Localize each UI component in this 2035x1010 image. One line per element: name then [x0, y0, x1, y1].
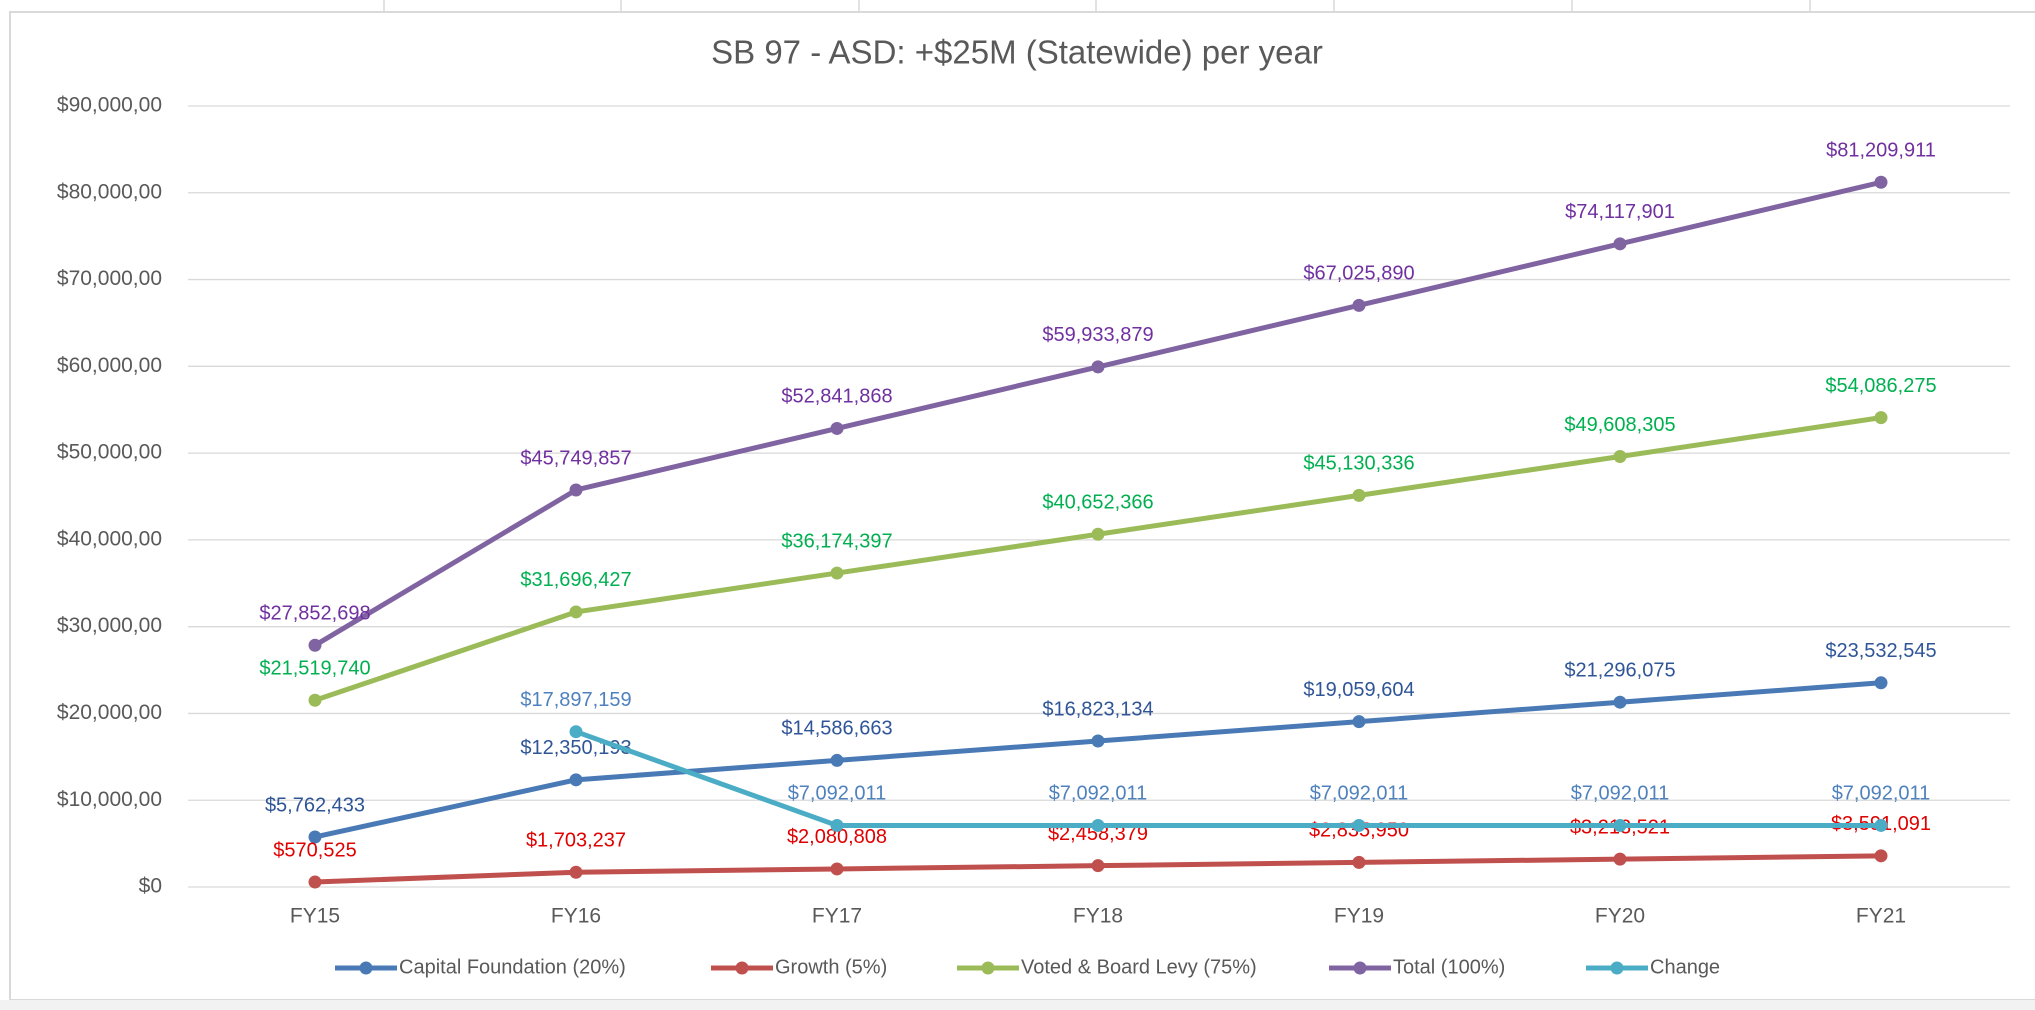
data-point: [308, 693, 322, 707]
data-point: [308, 830, 322, 844]
data-point: [1352, 715, 1366, 729]
legend-marker: [735, 961, 749, 975]
data-label: $27,852,698: [259, 603, 370, 625]
data-label: $1,703,237: [526, 830, 626, 852]
legend-label: Growth (5%): [775, 956, 887, 978]
data-label: $45,749,857: [520, 447, 631, 469]
data-point: [1613, 237, 1627, 251]
data-label: $31,696,427: [520, 569, 631, 591]
y-tick-label: $40,000,00: [57, 527, 162, 550]
data-label: $2,080,808: [787, 826, 887, 848]
data-point: [569, 773, 583, 787]
data-label: $59,933,879: [1042, 324, 1153, 346]
x-tick-label: FY21: [1856, 905, 1906, 928]
y-tick-label: $70,000,00: [57, 267, 162, 290]
data-label: $5,762,433: [265, 794, 365, 816]
data-point: [1613, 818, 1627, 832]
data-point: [1091, 734, 1105, 748]
data-point: [1874, 676, 1888, 690]
data-label: $14,586,663: [781, 718, 892, 740]
x-tick-label: FY19: [1334, 905, 1384, 928]
y-tick-label: $30,000,00: [57, 614, 162, 637]
legend-label: Voted & Board Levy (75%): [1021, 956, 1257, 978]
legend-label: Change: [1650, 956, 1720, 978]
data-label: $7,092,011: [1571, 783, 1670, 805]
data-label: $67,025,890: [1303, 263, 1414, 285]
data-label: $54,086,275: [1825, 375, 1936, 397]
legend-marker: [359, 961, 373, 975]
data-point: [1091, 360, 1105, 374]
data-point: [569, 605, 583, 619]
data-point: [1874, 411, 1888, 425]
data-label: $45,130,336: [1303, 453, 1414, 475]
data-point: [1613, 695, 1627, 709]
data-label: $17,897,159: [520, 689, 631, 711]
data-point: [830, 566, 844, 580]
data-label: $16,823,134: [1042, 698, 1153, 720]
data-point: [308, 638, 322, 652]
x-tick-label: FY20: [1595, 905, 1645, 928]
data-point: [1352, 488, 1366, 502]
legend-label: Capital Foundation (20%): [399, 956, 626, 978]
data-label: $7,092,011: [1310, 783, 1409, 805]
data-label: $19,059,604: [1303, 679, 1414, 701]
data-point: [830, 753, 844, 767]
data-point: [1091, 527, 1105, 541]
data-label: $74,117,901: [1565, 201, 1675, 223]
x-tick-label: FY18: [1073, 905, 1123, 928]
data-label: $7,092,011: [788, 783, 887, 805]
legend-label: Total (100%): [1393, 956, 1505, 978]
data-point: [569, 725, 583, 739]
data-label: $570,525: [273, 839, 356, 861]
data-point: [1613, 450, 1627, 464]
y-tick-label: $20,000,00: [57, 701, 162, 724]
data-point: [569, 483, 583, 497]
data-point: [830, 818, 844, 832]
y-tick-label: $80,000,00: [57, 180, 162, 203]
data-label: $81,209,911: [1826, 140, 1936, 162]
data-label: $2,458,379: [1048, 823, 1148, 845]
data-point: [1352, 298, 1366, 312]
y-tick-label: $60,000,00: [57, 354, 162, 377]
data-point: [1613, 852, 1627, 866]
data-point: [1352, 855, 1366, 869]
data-point: [1874, 818, 1888, 832]
data-point: [308, 875, 322, 889]
data-label: $52,841,868: [781, 386, 892, 408]
data-point: [830, 421, 844, 435]
data-point: [1091, 818, 1105, 832]
y-tick-label: $90,000,00: [57, 94, 162, 117]
data-point: [569, 865, 583, 879]
y-tick-label: $50,000,00: [57, 441, 162, 464]
data-point: [1352, 818, 1366, 832]
legend-marker: [1610, 961, 1624, 975]
x-tick-label: FY17: [812, 905, 862, 928]
data-point: [830, 862, 844, 876]
data-label: $21,296,075: [1564, 659, 1675, 681]
data-label: $36,174,397: [781, 530, 892, 552]
y-tick-label: $0: [139, 875, 162, 898]
x-tick-label: FY15: [290, 905, 340, 928]
sheet-strip: [0, 1000, 2035, 1010]
data-point: [1091, 859, 1105, 873]
data-label: $49,608,305: [1564, 414, 1675, 436]
data-label: $23,532,545: [1825, 640, 1936, 662]
data-point: [1874, 175, 1888, 189]
legend-marker: [1353, 961, 1367, 975]
series-line: [575, 729, 1881, 828]
data-label: $7,092,011: [1832, 783, 1931, 805]
data-point: [1874, 849, 1888, 863]
sheet-cells: [383, 0, 1811, 12]
chart-title: SB 97 - ASD: +$25M (Statewide) per year: [711, 34, 1323, 71]
x-tick-label: FY16: [551, 905, 601, 928]
data-label: $21,519,740: [259, 658, 370, 680]
data-label: $40,652,366: [1042, 492, 1153, 514]
legend-marker: [981, 961, 995, 975]
data-label: $7,092,011: [1049, 783, 1148, 805]
y-tick-label: $10,000,00: [57, 788, 162, 811]
